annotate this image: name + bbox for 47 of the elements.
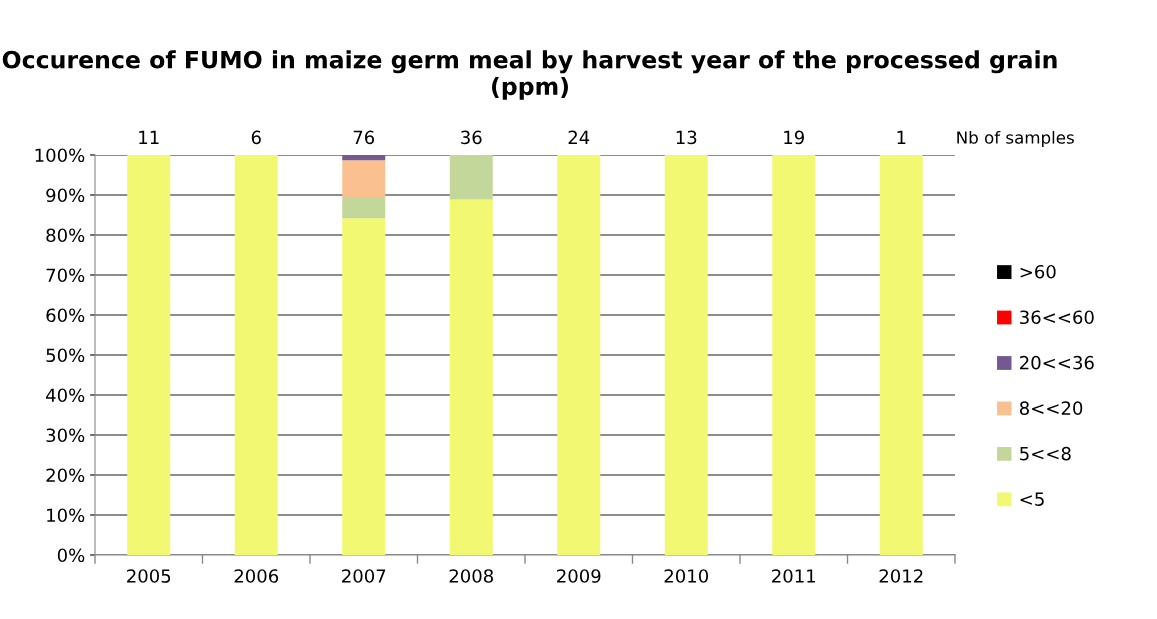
y-tick-label: 100% xyxy=(35,148,85,163)
x-tick-label: 2012 xyxy=(879,569,923,583)
y-tick-label: 20% xyxy=(46,468,85,483)
y-tick-label: 40% xyxy=(46,388,85,403)
y-tick-label: 30% xyxy=(46,428,85,443)
legend-label: >60 xyxy=(1020,264,1056,279)
bar xyxy=(127,155,171,555)
y-tick-label: 0% xyxy=(57,548,85,563)
bar xyxy=(449,155,493,200)
x-tick-label: 2005 xyxy=(127,569,171,583)
y-tick-label: 80% xyxy=(46,228,85,243)
x-tick-label: 2007 xyxy=(342,569,386,583)
bar xyxy=(234,155,278,555)
bar xyxy=(342,197,386,219)
legend-label: 8<<20 xyxy=(1019,401,1083,415)
legend-label: 36<<60 xyxy=(1020,310,1094,325)
legend-label: <5 xyxy=(1020,492,1044,506)
y-tick-label: 90% xyxy=(46,188,85,203)
x-tick-label: 2009 xyxy=(557,569,601,583)
text: 36 xyxy=(461,130,482,145)
x-tick-label: 2011 xyxy=(772,569,816,583)
y-tick-label: 70% xyxy=(46,268,85,283)
bar xyxy=(342,218,386,555)
x-tick-label: 2008 xyxy=(449,569,493,583)
bar xyxy=(772,155,816,555)
bar xyxy=(879,155,923,555)
text: 6 xyxy=(251,130,261,145)
bar xyxy=(342,160,386,197)
text: 19 xyxy=(784,130,804,145)
text: 24 xyxy=(568,130,590,144)
y-tick-label: 50% xyxy=(46,348,85,363)
y-tick-label: 10% xyxy=(47,508,85,523)
legend-label: 5<<8 xyxy=(1020,446,1071,461)
y-tick-label: 60% xyxy=(46,308,85,323)
text: Nb of samples xyxy=(957,130,1074,148)
text: 76 xyxy=(353,130,375,145)
bar xyxy=(449,199,493,555)
chart-title: Occurence of FUMO in maize germ meal by harvest year of the processed grain (ppm) xyxy=(2,50,1057,100)
text: 1 xyxy=(897,130,906,144)
bar xyxy=(342,155,386,161)
text: 13 xyxy=(676,130,697,145)
bar xyxy=(664,155,708,555)
legend-label: 20<<36 xyxy=(1020,355,1094,370)
x-tick-label: 2006 xyxy=(234,569,279,583)
text: 11 xyxy=(139,130,159,144)
bar xyxy=(557,155,601,555)
x-tick-label: 2010 xyxy=(664,569,709,583)
